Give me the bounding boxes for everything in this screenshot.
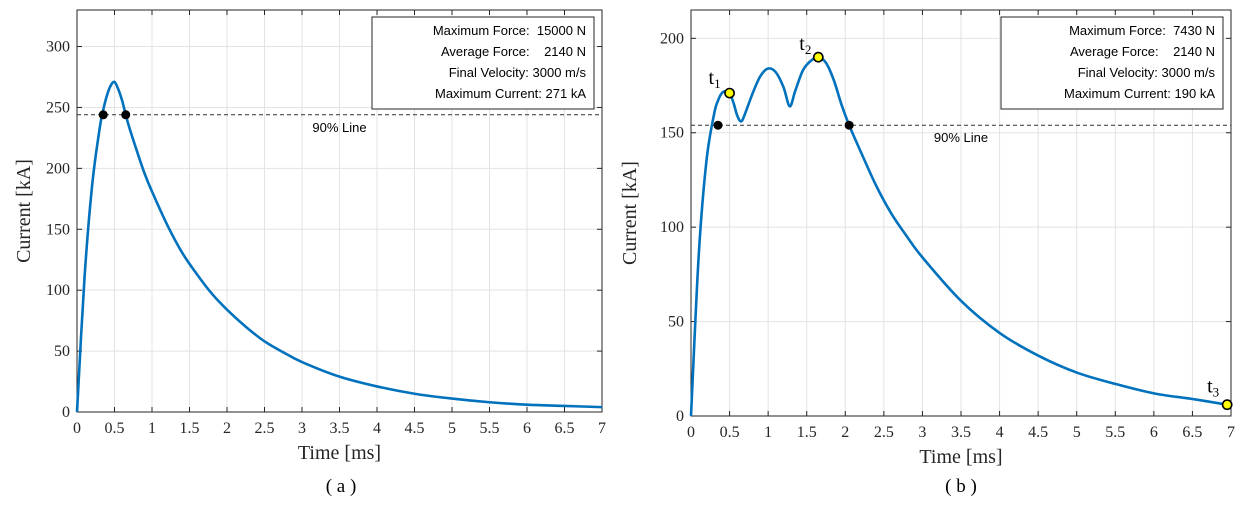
x-tick-label: 3.5	[951, 424, 971, 441]
time-point-marker	[1221, 399, 1233, 411]
y-tick-label: 200	[46, 160, 70, 177]
info-box-line: Maximum Current: 271 kA	[435, 86, 586, 101]
x-tick-label: 0.5	[720, 424, 740, 441]
info-box-line: Average Force: 2140 N	[441, 44, 586, 59]
time-point-subscript: 1	[714, 76, 721, 91]
threshold-line-label: 90% Line	[312, 120, 366, 135]
x-tick-label: 4	[996, 424, 1004, 441]
x-tick-label: 7	[1227, 424, 1235, 441]
y-tick-label: 100	[46, 282, 70, 299]
x-tick-label: 5	[448, 420, 456, 437]
info-box-line: Average Force: 2140 N	[1070, 44, 1215, 59]
x-tick-label: 5.5	[1105, 424, 1125, 441]
info-box-line: Final Velocity: 3000 m/s	[1078, 65, 1216, 80]
x-axis-label: Time [ms]	[298, 442, 381, 464]
chart-a: 0 0.5 1 1.5 2 2.5 3 3.5 4 4.5 5 5.5 6 6.5 7 0 50 100 150 20…	[13, 9, 606, 497]
panel-caption: ( a )	[326, 476, 357, 497]
chart-b: 0 0.5 1 1.5 2 2.5 3 3.5 4 4.5 5 5.5 6 6.5 7 0 50 100 150 20…	[619, 9, 1235, 497]
y-axis-label: Current [kA]	[619, 161, 641, 265]
y-tick-label: 0	[62, 404, 70, 421]
x-tick-label: 0	[687, 424, 695, 441]
y-tick-label: 50	[668, 314, 684, 331]
threshold-crossing-marker	[713, 120, 723, 130]
y-tick-label: 150	[660, 125, 684, 142]
x-tick-label: 0.5	[105, 420, 125, 437]
x-tick-label: 1	[764, 424, 772, 441]
x-tick-label: 1	[148, 420, 156, 437]
x-tick-label: 5	[1073, 424, 1081, 441]
x-tick-label: 4.5	[405, 420, 425, 437]
x-tick-label: 2.5	[255, 420, 275, 437]
time-point-subscript: 3	[1213, 385, 1220, 400]
panel-caption: ( b )	[945, 476, 977, 497]
x-tick-label: 4.5	[1028, 424, 1048, 441]
x-tick-label: 1.5	[797, 424, 817, 441]
x-tick-label: 3	[298, 420, 306, 437]
x-tick-label: 3.5	[330, 420, 350, 437]
y-axis-label: Current [kA]	[13, 159, 35, 263]
x-tick-label: 0	[73, 420, 81, 437]
x-tick-label: 2.5	[874, 424, 894, 441]
info-box-line: Maximum Force: 15000 N	[433, 23, 586, 38]
threshold-crossing-marker	[98, 110, 108, 120]
y-tick-label: 50	[54, 343, 70, 360]
x-tick-label: 2	[841, 424, 849, 441]
x-tick-label: 2	[223, 420, 231, 437]
threshold-line-label: 90% Line	[934, 130, 988, 145]
x-tick-label: 6.5	[555, 420, 575, 437]
x-tick-label: 4	[373, 420, 381, 437]
y-tick-label: 100	[660, 219, 684, 236]
x-tick-label: 3	[918, 424, 926, 441]
x-tick-label: 6.5	[1182, 424, 1202, 441]
x-tick-label: 7	[598, 420, 606, 437]
y-tick-label: 300	[46, 39, 70, 56]
threshold-crossing-marker	[121, 110, 131, 120]
y-tick-label: 150	[46, 221, 70, 238]
info-box	[371, 16, 595, 110]
y-tick-label: 250	[46, 99, 70, 116]
time-point-subscript: 2	[805, 42, 812, 57]
current-series-line	[75, 80, 603, 413]
x-tick-label: 5.5	[480, 420, 500, 437]
time-point-marker	[724, 87, 735, 99]
x-tick-label: 1.5	[180, 420, 200, 437]
info-box-line: Maximum Current: 190 kA	[1064, 86, 1215, 101]
x-axis-label: Time [ms]	[919, 446, 1002, 468]
time-point-marker	[812, 51, 824, 63]
info-box-line: Final Velocity: 3000 m/s	[449, 65, 587, 80]
info-box	[1000, 16, 1224, 110]
y-tick-label: 200	[660, 30, 684, 47]
info-box-line: Maximum Force: 7430 N	[1069, 23, 1215, 38]
y-tick-label: 0	[676, 408, 684, 425]
x-tick-label: 6	[523, 420, 531, 437]
threshold-crossing-marker	[844, 120, 854, 130]
x-tick-label: 6	[1150, 424, 1158, 441]
